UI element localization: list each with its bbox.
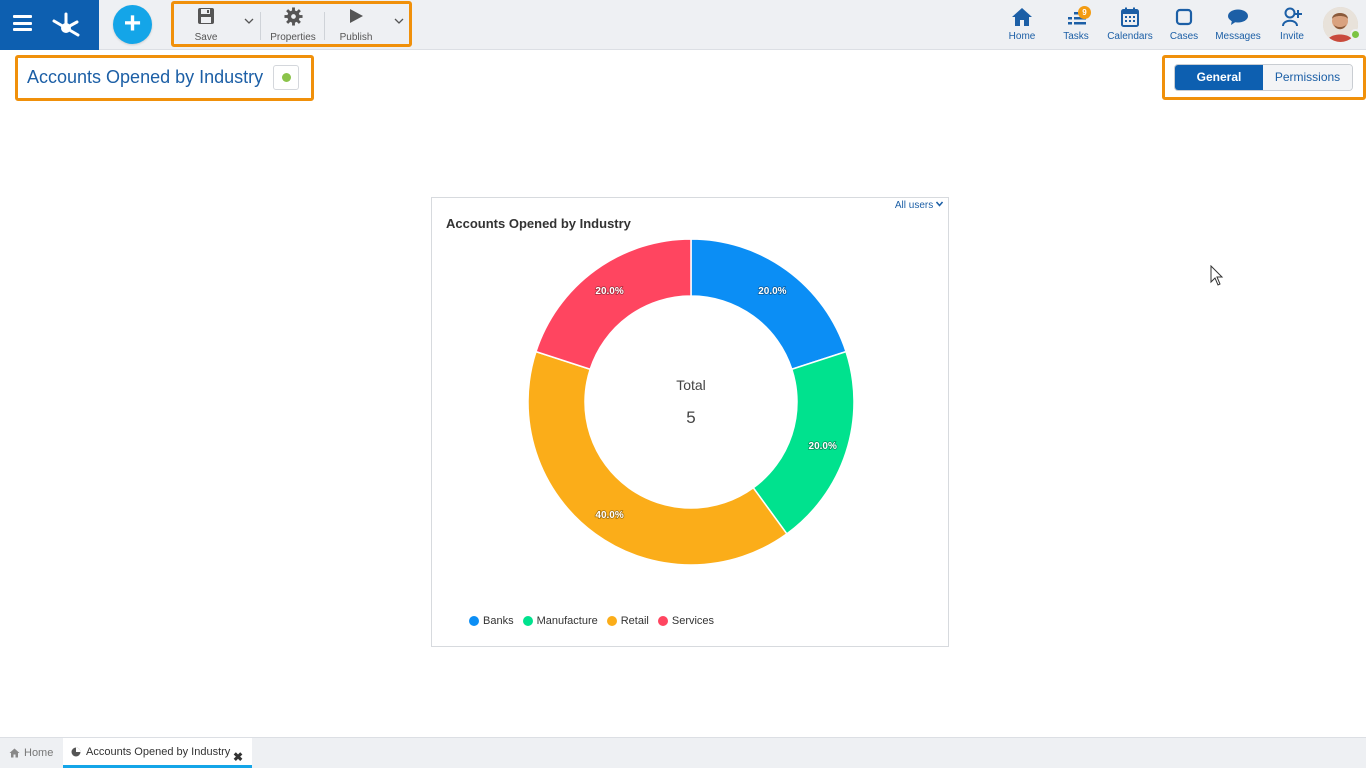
save-dropdown-chevron-down-icon[interactable] [244, 16, 254, 26]
legend-label: Banks [483, 615, 514, 627]
save-label: Save [194, 32, 218, 43]
legend-marker [657, 616, 668, 626]
tab-permissions[interactable]: Permissions [1263, 65, 1352, 90]
nav-messages-label: Messages [1215, 31, 1261, 42]
legend-marker [522, 616, 533, 626]
nav-calendars[interactable]: Calendars [1102, 6, 1158, 42]
home-icon [9, 748, 20, 758]
legend-item-retail[interactable]: Retail [606, 615, 649, 627]
legend-marker [469, 616, 479, 626]
publish-button[interactable]: Publish [336, 4, 376, 43]
cases-icon [1175, 8, 1193, 26]
nav-calendars-label: Calendars [1107, 31, 1153, 42]
nav-invite[interactable]: Invite [1264, 6, 1320, 42]
calendar-icon [1121, 7, 1139, 27]
title-highlight [15, 55, 314, 101]
toolbar-divider [324, 12, 325, 40]
donut-center-value: 5 [686, 408, 695, 427]
legend-item-manufacture[interactable]: Manufacture [522, 615, 598, 627]
legend-marker [606, 616, 617, 626]
save-icon [198, 8, 214, 24]
toolbar-highlight [171, 1, 412, 47]
app-logo[interactable] [50, 9, 82, 41]
donut-chart: 20.0% 20.0% 40.0% 20.0% Total 5 [527, 238, 855, 566]
online-status-dot [1350, 29, 1361, 40]
save-button[interactable]: Save [191, 4, 221, 43]
slice-data-label: 20.0% [809, 441, 837, 452]
invite-icon [1282, 7, 1302, 27]
chart-legend: Banks Manufacture Retail Services [469, 615, 723, 627]
bottom-tab-bar: Home Accounts Opened by Industry ✖ [0, 737, 1366, 768]
toolbar-divider [260, 12, 261, 40]
mouse-pointer-icon [1210, 265, 1224, 286]
page-title: Accounts Opened by Industry [27, 67, 264, 87]
all-users-filter[interactable]: All users [894, 200, 944, 211]
publish-dropdown-chevron-down-icon[interactable] [394, 16, 404, 26]
tab-general[interactable]: General [1175, 65, 1263, 90]
all-users-label: All users [894, 200, 934, 211]
nav-cases[interactable]: Cases [1156, 6, 1212, 42]
status-indicator-button[interactable] [273, 65, 299, 90]
legend-item-banks[interactable]: Banks [469, 615, 514, 627]
top-bar: + Save [0, 0, 1366, 50]
nav-home[interactable]: Home [994, 6, 1050, 42]
bottom-tab-home-label: Home [24, 747, 54, 759]
donut-slice-banks[interactable] [690, 238, 847, 371]
legend-label: Manufacture [536, 615, 598, 627]
chevron-down-icon [935, 201, 944, 207]
legend-item-services[interactable]: Services [657, 615, 715, 627]
add-button[interactable]: + [113, 5, 152, 44]
bottom-tab-document[interactable]: Accounts Opened by Industry ✖ [63, 738, 252, 768]
donut-slice-retail[interactable] [527, 350, 788, 566]
properties-button[interactable]: Properties [268, 4, 318, 43]
nav-messages[interactable]: Messages [1210, 6, 1266, 42]
chart-title: Accounts Opened by Industry [446, 216, 631, 231]
bottom-tab-home[interactable]: Home [9, 738, 53, 768]
gear-icon [283, 6, 303, 26]
status-dot-icon [282, 73, 291, 82]
close-tab-icon[interactable]: ✖ [232, 750, 243, 764]
hamburger-menu-icon[interactable] [13, 15, 32, 31]
tasks-count-badge: 9 [1078, 6, 1091, 19]
home-icon [1012, 8, 1032, 26]
nav-tasks[interactable]: 9 Tasks [1048, 6, 1104, 42]
pie-chart-icon [71, 747, 81, 756]
publish-label: Publish [339, 32, 373, 43]
nav-cases-label: Cases [1169, 31, 1199, 42]
bottom-tab-document-label: Accounts Opened by Industry [86, 745, 231, 758]
avatar[interactable] [1323, 7, 1358, 42]
donut-center-label: Total [676, 377, 706, 393]
messages-icon [1228, 9, 1248, 25]
properties-label: Properties [270, 32, 316, 43]
tabs-highlight [1162, 55, 1366, 100]
legend-label: Services [671, 615, 715, 627]
donut-slice-manufacture[interactable] [752, 350, 855, 535]
legend-label: Retail [620, 615, 649, 627]
view-tabs: General Permissions [1174, 64, 1353, 91]
menu-block [0, 0, 99, 50]
chart-card: All users Accounts Opened by Industry 20… [431, 197, 949, 647]
slice-data-label: 20.0% [758, 286, 786, 297]
nav-invite-label: Invite [1280, 31, 1304, 42]
play-icon [350, 9, 363, 23]
slice-data-label: 40.0% [595, 510, 623, 521]
slice-data-label: 20.0% [595, 286, 623, 297]
nav-home-label: Home [1008, 31, 1036, 42]
nav-tasks-label: Tasks [1063, 31, 1089, 42]
donut-slice-services[interactable] [535, 238, 692, 371]
